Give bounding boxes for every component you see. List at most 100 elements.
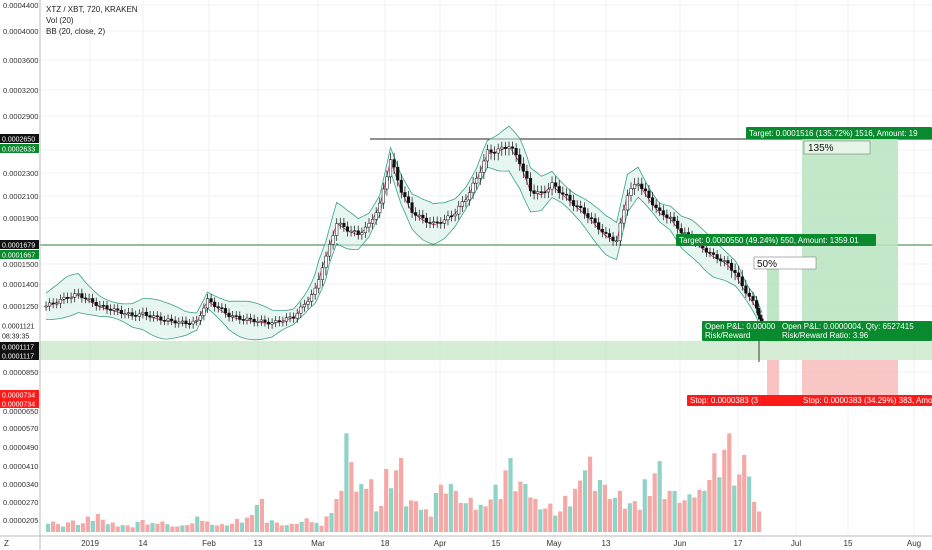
- candle-body[interactable]: [417, 214, 421, 217]
- candle-body[interactable]: [256, 321, 260, 323]
- candle-body[interactable]: [414, 212, 418, 216]
- candle-body[interactable]: [708, 251, 712, 254]
- candle-body[interactable]: [94, 302, 98, 306]
- candle-body[interactable]: [615, 240, 619, 243]
- candle-body[interactable]: [331, 235, 335, 245]
- candle-body[interactable]: [130, 312, 134, 316]
- candle-body[interactable]: [503, 146, 507, 149]
- candle-body[interactable]: [371, 219, 375, 224]
- candle-body[interactable]: [450, 215, 454, 218]
- candle-body[interactable]: [238, 315, 242, 320]
- candle-body[interactable]: [496, 148, 500, 154]
- candle-body[interactable]: [618, 222, 622, 242]
- candle-body[interactable]: [406, 196, 411, 203]
- candle-body[interactable]: [532, 190, 536, 194]
- candle-body[interactable]: [446, 215, 450, 221]
- candles-layer[interactable]: [44, 141, 764, 362]
- candle-body[interactable]: [48, 302, 52, 307]
- candle-body[interactable]: [564, 193, 568, 196]
- candle-body[interactable]: [274, 320, 278, 323]
- candle-body[interactable]: [421, 214, 425, 219]
- candle-body[interactable]: [302, 304, 306, 308]
- candle-body[interactable]: [263, 319, 267, 323]
- candle-body[interactable]: [116, 308, 120, 311]
- candle-body[interactable]: [729, 262, 734, 271]
- candle-body[interactable]: [572, 200, 576, 206]
- candle-body[interactable]: [105, 305, 109, 310]
- candle-body[interactable]: [342, 222, 346, 227]
- candle-body[interactable]: [589, 217, 594, 219]
- candle-body[interactable]: [123, 313, 127, 315]
- candle-body[interactable]: [597, 222, 601, 230]
- candle-body[interactable]: [467, 192, 472, 201]
- candle-body[interactable]: [636, 183, 640, 186]
- candle-body[interactable]: [654, 204, 658, 209]
- candle-body[interactable]: [593, 218, 597, 223]
- candle-body[interactable]: [266, 321, 271, 325]
- candle-body[interactable]: [586, 213, 590, 218]
- candle-body[interactable]: [460, 201, 464, 207]
- candle-body[interactable]: [744, 285, 748, 294]
- candle-body[interactable]: [374, 212, 378, 220]
- candle-body[interactable]: [349, 230, 353, 233]
- candle-body[interactable]: [231, 315, 235, 318]
- candle-body[interactable]: [166, 318, 170, 321]
- candle-body[interactable]: [292, 316, 296, 319]
- candle-body[interactable]: [518, 154, 522, 165]
- candle-body[interactable]: [162, 320, 166, 322]
- price-axis[interactable]: 0.0004400 0.0004000 0.0003600 0.0003200 0.00…: [3, 1, 38, 377]
- candle-body[interactable]: [159, 316, 163, 321]
- candle-body[interactable]: [277, 320, 281, 323]
- candle-body[interactable]: [600, 228, 604, 233]
- candle-body[interactable]: [220, 307, 224, 309]
- candle-body[interactable]: [245, 317, 249, 321]
- candle-body[interactable]: [643, 188, 647, 192]
- candle-body[interactable]: [478, 172, 482, 179]
- candle-body[interactable]: [432, 221, 436, 224]
- candle-body[interactable]: [109, 308, 113, 311]
- candle-body[interactable]: [252, 318, 256, 323]
- candle-body[interactable]: [668, 216, 673, 219]
- candle-body[interactable]: [658, 207, 662, 211]
- candle-body[interactable]: [475, 178, 479, 184]
- candle-body[interactable]: [310, 294, 314, 302]
- candle-body[interactable]: [629, 188, 633, 196]
- candle-body[interactable]: [471, 182, 475, 194]
- candle-body[interactable]: [442, 219, 446, 224]
- candle-body[interactable]: [338, 222, 342, 225]
- candle-body[interactable]: [464, 199, 468, 202]
- candle-body[interactable]: [672, 216, 676, 222]
- candle-body[interactable]: [44, 305, 48, 308]
- candle-body[interactable]: [737, 272, 741, 278]
- candle-body[interactable]: [740, 276, 744, 287]
- candle-body[interactable]: [98, 305, 102, 307]
- candle-body[interactable]: [91, 298, 95, 303]
- candle-body[interactable]: [755, 300, 759, 309]
- candle-body[interactable]: [719, 258, 723, 262]
- candle-body[interactable]: [209, 298, 213, 303]
- candle-body[interactable]: [73, 293, 77, 298]
- candle-body[interactable]: [582, 207, 586, 214]
- candle-body[interactable]: [758, 314, 762, 320]
- candle-body[interactable]: [155, 315, 159, 318]
- candle-body[interactable]: [482, 160, 486, 173]
- candle-body[interactable]: [751, 296, 755, 301]
- candle-body[interactable]: [112, 308, 116, 311]
- candle-body[interactable]: [536, 191, 540, 194]
- candle-body[interactable]: [539, 191, 543, 193]
- candle-body[interactable]: [521, 163, 525, 172]
- candle-body[interactable]: [188, 323, 192, 325]
- candle-body[interactable]: [327, 244, 332, 257]
- candle-body[interactable]: [528, 178, 533, 191]
- candle-body[interactable]: [137, 313, 141, 317]
- candle-body[interactable]: [367, 223, 371, 228]
- candle-body[interactable]: [223, 308, 227, 314]
- candle-body[interactable]: [453, 213, 457, 217]
- candle-body[interactable]: [579, 205, 583, 209]
- candle-body[interactable]: [363, 226, 367, 234]
- candle-body[interactable]: [51, 302, 55, 305]
- candle-body[interactable]: [62, 297, 66, 300]
- candle-body[interactable]: [711, 252, 716, 255]
- candle-body[interactable]: [604, 231, 608, 234]
- candle-body[interactable]: [704, 247, 708, 253]
